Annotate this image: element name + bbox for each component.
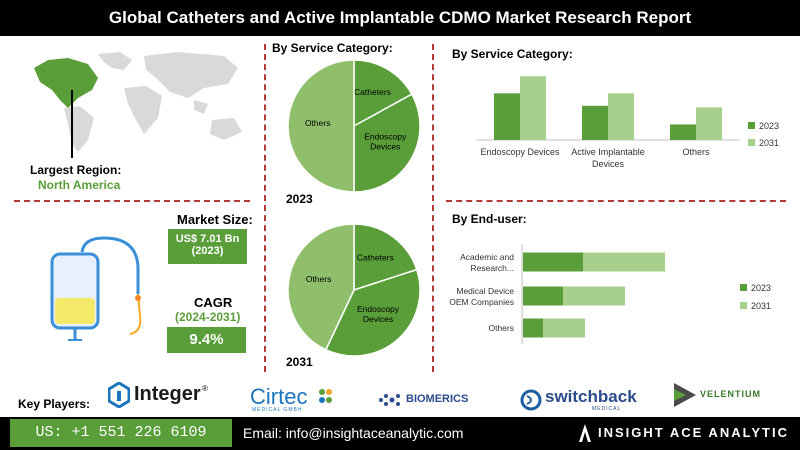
y-tick-label: Others xyxy=(488,323,514,333)
bar-2023 xyxy=(670,124,696,140)
legend-swatch-2023 xyxy=(748,122,755,129)
cagr-period: (2024-2031) xyxy=(175,310,241,324)
integer-hex-icon xyxy=(108,382,130,408)
y-tick-label: Academic and Research... xyxy=(460,252,514,273)
bar-chart-service-category: Endoscopy Devices Active Implantable Devic… xyxy=(476,76,779,169)
key-players-label: Key Players: xyxy=(18,397,91,411)
x-tick-label: Others xyxy=(682,147,710,157)
page-title: Global Catheters and Active Implantable … xyxy=(0,0,800,36)
bar-2031 xyxy=(608,93,634,140)
divider-left xyxy=(264,44,266,372)
x-tick-label: Endoscopy Devices xyxy=(480,147,560,157)
logo-velentium: VELENTIUM xyxy=(672,381,772,411)
pie-slice-endoscopy-devices xyxy=(324,268,421,357)
logo-integer: Integer ® xyxy=(108,382,208,410)
bar-chart-end-user: Academic and Research... Medical Device OEM… xyxy=(449,244,771,344)
cagr-value: 9.4% xyxy=(167,327,246,353)
pie-slice-catheters xyxy=(353,223,418,292)
bar-2023 xyxy=(582,105,608,140)
pie-slice-others xyxy=(287,223,355,351)
insight-ace-logo-icon xyxy=(579,424,591,442)
legend-label-2031: 2031 xyxy=(759,138,779,148)
market-size-year: (2023) xyxy=(191,245,224,257)
pie-slice-label: Others xyxy=(305,118,331,128)
brand-name: INSIGHT ACE ANALYTIC xyxy=(598,425,789,440)
hbar-chart-title: By End-user: xyxy=(452,212,527,226)
pie-chart-title: By Service Category: xyxy=(272,41,393,55)
phone-number: US: +1 551 226 6109 xyxy=(10,419,232,447)
divider-right-horizontal xyxy=(446,200,786,202)
email-address: Email: info@insightaceanalytic.com xyxy=(243,425,464,441)
pie-slice-label: Others xyxy=(306,274,332,284)
pie-2031-year: 2031 xyxy=(286,355,313,369)
north-america-shape xyxy=(34,58,98,108)
hbar-2031 xyxy=(583,252,665,272)
market-size-value: US$ 7.01 Bn xyxy=(175,233,240,245)
switchback-icon xyxy=(520,389,542,411)
market-size-label: Market Size: xyxy=(177,212,253,227)
pie-slice-label: Catheters xyxy=(357,253,394,263)
cirtec-dots-icon xyxy=(319,389,332,403)
pie-slice-label: Endoscopy Devices xyxy=(364,131,407,151)
logo-biomerics: BIOMERICS xyxy=(378,390,478,410)
pie-slice-others xyxy=(287,59,355,193)
hbar-2023 xyxy=(523,318,543,338)
pie-slice-endoscopy-devices xyxy=(353,93,421,193)
catheter-bag-icon xyxy=(50,236,142,341)
divider-right xyxy=(432,44,434,372)
largest-region-label: Largest Region: xyxy=(30,163,122,177)
hbar-2023 xyxy=(523,252,583,272)
x-tick-label: Active Implantable Devices xyxy=(571,147,645,169)
hbar-2031 xyxy=(543,318,585,338)
largest-region-value: North America xyxy=(38,178,121,192)
pie-slice-label: Endoscopy Devices xyxy=(357,304,400,324)
pie-slice-label: Catheters xyxy=(354,87,391,97)
bar-2023 xyxy=(494,93,520,140)
hbar-2023 xyxy=(523,286,563,306)
world-map xyxy=(34,52,242,152)
legend-label-2023: 2023 xyxy=(751,283,771,293)
map-pointer-line xyxy=(71,90,73,158)
pie-chart-2023: Catheters Endoscopy Devices Others xyxy=(287,59,421,193)
bar-chart-title: By Service Category: xyxy=(452,47,573,61)
bar-2031 xyxy=(696,107,722,140)
market-size-box: US$ 7.01 Bn (2023) xyxy=(168,229,247,264)
legend-swatch-2023 xyxy=(740,284,747,291)
velentium-triangle-icon xyxy=(674,383,696,407)
pie-chart-2031: Catheters Endoscopy Devices Others xyxy=(287,223,421,357)
bar-2031 xyxy=(520,76,546,140)
pie-slice-catheters xyxy=(353,59,413,128)
legend-swatch-2031 xyxy=(740,302,747,309)
biomerics-dots-icon xyxy=(379,394,400,406)
pie-2023-year: 2023 xyxy=(286,192,313,206)
logo-cirtec: Cirtec MEDICAL GMBH xyxy=(250,384,340,414)
legend-label-2023: 2023 xyxy=(759,121,779,131)
legend-swatch-2031 xyxy=(748,139,755,146)
cagr-label: CAGR xyxy=(194,295,233,310)
divider-left-horizontal xyxy=(14,200,250,202)
y-tick-label: Medical Device OEM Companies xyxy=(449,286,514,307)
hbar-2031 xyxy=(563,286,625,306)
legend-label-2031: 2031 xyxy=(751,301,771,311)
logo-switchback: switchback MEDICAL xyxy=(520,386,637,414)
